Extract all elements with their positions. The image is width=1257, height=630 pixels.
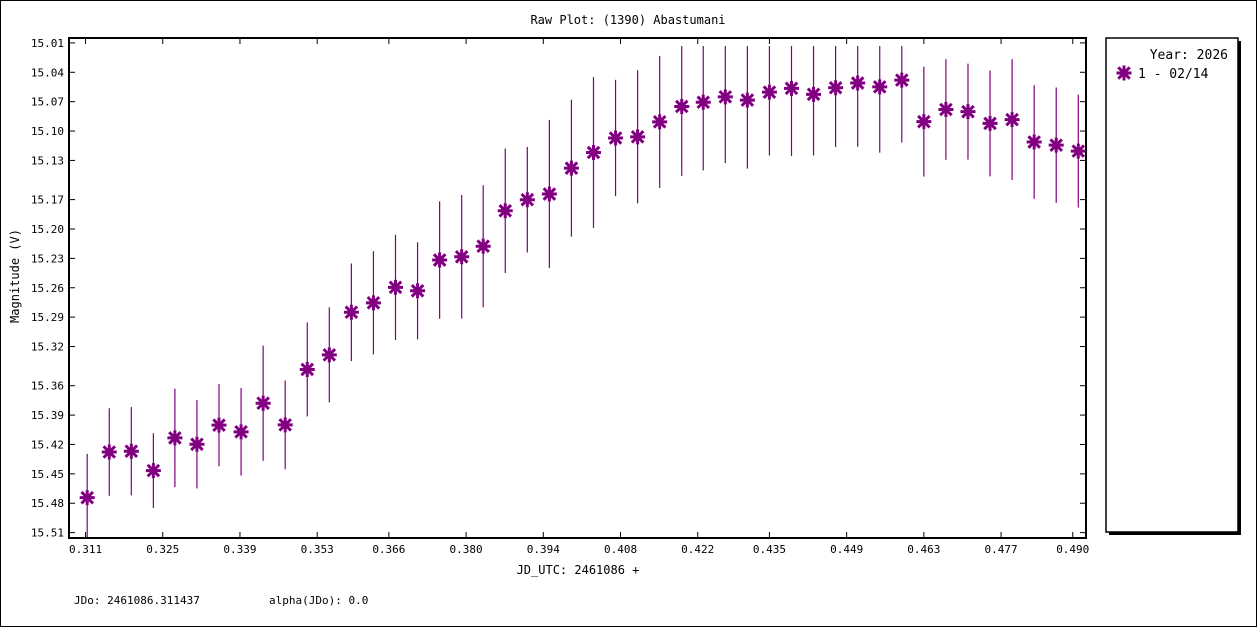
data-point [695,94,711,110]
x-axis: 0.311 0.325 0.339 0.353 0.366 0.380 0.394 0.408… [69,38,1089,556]
data-point [497,203,513,219]
y-tick-label: 15.01 [31,37,64,50]
y-tick-label: 15.17 [31,194,64,207]
plot-area [68,37,1087,539]
data-point [850,75,866,91]
jdo-readout: JDo: 2461086.311437 [74,594,200,607]
data-point [189,436,205,452]
data-point [475,238,491,254]
legend-entry: 1 - 02/14 [1138,67,1209,82]
y-tick-label: 15.29 [31,311,64,324]
x-tick-label: 0.449 [830,543,863,556]
data-point [145,463,161,479]
y-tick-label: 15.42 [31,438,64,451]
data-point [938,101,954,117]
x-tick-label: 0.311 [69,543,102,556]
legend-title: Year: 2026 [1150,48,1228,63]
data-point [277,417,293,433]
y-axis-label: Magnitude (V) [8,229,22,323]
y-tick-label: 15.10 [31,125,64,138]
x-tick-label: 0.463 [907,543,940,556]
y-tick-label: 15.48 [31,497,64,510]
x-tick-label: 0.380 [450,543,483,556]
data-point [585,144,601,160]
x-tick-label: 0.394 [527,543,560,556]
y-tick-label: 15.32 [31,341,64,354]
y-tick-label: 15.23 [31,252,64,265]
chart-title: Raw Plot: (1390) Abastumani [530,13,725,27]
data-point [299,361,315,377]
data-point [211,417,227,433]
data-point [454,249,470,265]
data-point [79,490,95,506]
data-point [101,444,117,460]
data-point [387,279,403,295]
data-point [343,304,359,320]
y-tick-label: 15.20 [31,223,64,236]
y-tick-label: 15.45 [31,468,64,481]
data-point [1048,137,1064,153]
x-tick-label: 0.422 [681,543,714,556]
y-tick-label: 15.36 [31,380,64,393]
y-tick-label: 15.39 [31,409,64,422]
data-point [960,104,976,120]
y-tick-label: 15.26 [31,282,64,295]
data-point [717,89,733,105]
data-point [630,129,646,145]
data-point [608,130,624,146]
data-point [916,114,932,130]
data-point [783,80,799,96]
data-point [828,80,844,96]
data-point [255,395,271,411]
data-point [1070,143,1086,159]
data-point [806,86,822,102]
data-point [541,186,557,202]
data-point [739,92,755,108]
data-point [233,424,249,440]
data-point [982,115,998,131]
x-axis-label: JD_UTC: 2461086 + [517,563,640,577]
x-tick-label: 0.408 [604,543,637,556]
data-point [674,98,690,114]
data-point [123,443,139,459]
data-point [519,192,535,208]
x-tick-label: 0.435 [753,543,786,556]
data-point [410,283,426,299]
data-point [365,295,381,311]
y-tick-label: 15.51 [31,527,64,540]
x-tick-label: 0.366 [372,543,405,556]
legend-star-icon [1116,65,1132,81]
legend [1105,37,1239,533]
data-point [563,160,579,176]
data-point [761,84,777,100]
legend-marker-icon [1116,65,1132,81]
data-series [79,46,1086,537]
data-point [167,430,183,446]
x-tick-label: 0.339 [223,543,256,556]
data-point [321,347,337,363]
y-axis: 15.01 15.04 15.07 15.10 15.13 15.17 15.20 15.23… [31,37,1086,540]
alpha-readout: alpha(JDo): 0.0 [269,594,369,607]
y-tick-label: 15.07 [31,96,64,109]
data-point [652,114,668,130]
data-point [872,79,888,95]
x-tick-label: 0.353 [301,543,334,556]
data-point [894,72,910,88]
x-tick-label: 0.477 [985,543,1018,556]
data-point [1026,134,1042,150]
y-tick-label: 15.13 [31,154,64,167]
x-tick-label: 0.490 [1056,543,1089,556]
data-point [432,252,448,268]
data-point [1004,112,1020,128]
x-tick-label: 0.325 [146,543,179,556]
y-tick-label: 15.04 [31,66,64,79]
